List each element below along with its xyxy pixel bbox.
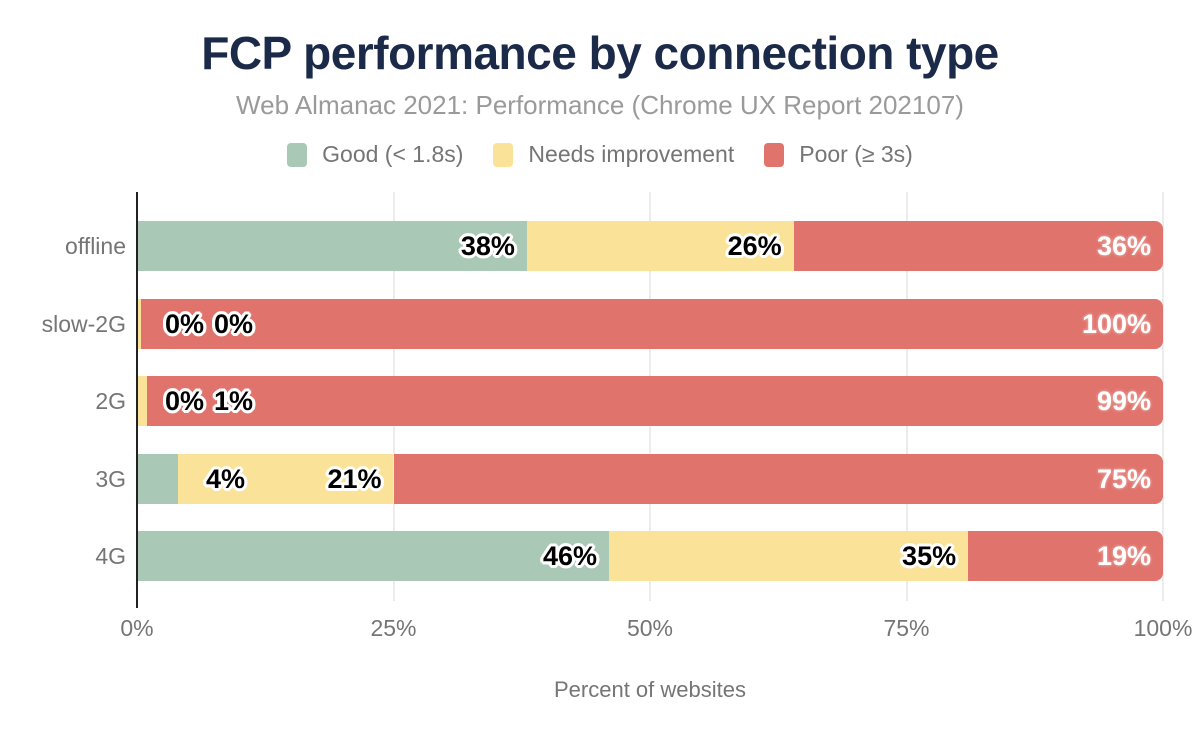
bar-value-label: 100%: [1082, 309, 1152, 339]
bar-value-label: 75%: [1097, 464, 1152, 494]
bar-row-2G: 0% 1% 99%: [137, 376, 1163, 426]
x-tick-label: 25%: [370, 615, 417, 641]
bar-row-slow-2G: 0% 0% 100%: [137, 299, 1163, 349]
x-tick-label: 50%: [626, 615, 674, 641]
good-swatch-icon: [287, 142, 308, 167]
category-label-2G: 2G: [95, 388, 126, 414]
bar-value-label: 0%: [214, 309, 254, 339]
bar-value-label: 99%: [1097, 386, 1152, 416]
category-label-3G: 3G: [95, 466, 126, 492]
category-label-4G: 4G: [95, 543, 126, 569]
bar-value-label: 0%: [165, 309, 205, 339]
chart-title: FCP performance by connection type: [201, 27, 999, 79]
bar-segment-good: [137, 531, 609, 581]
x-axis-title: Percent of websites: [554, 677, 746, 702]
category-label-slow-2G: slow-2G: [41, 311, 126, 337]
bar-row-offline: 38% 26% 36%: [137, 221, 1163, 271]
bar-value-label: 4%: [206, 464, 246, 494]
bar-segment-good: [137, 454, 179, 504]
legend-label: Needs improvement: [528, 141, 735, 167]
poor-swatch-icon: [764, 142, 785, 167]
bar-value-label: 19%: [1097, 541, 1152, 571]
bar-value-label: 21%: [327, 464, 382, 494]
bar-segment-needs-improvement: [137, 376, 148, 426]
bar-row-4G: 46% 35% 19%: [137, 531, 1163, 581]
category-label-offline: offline: [65, 233, 126, 259]
needs-improvement-swatch-icon: [493, 142, 514, 167]
bar-segment-poor: [793, 221, 1163, 271]
x-tick-label: 75%: [883, 615, 930, 641]
y-axis-line: [136, 192, 138, 608]
bar-segment-poor: [393, 454, 1163, 504]
bar-segment-needs-improvement: [608, 531, 969, 581]
bar-segment-needs-improvement: [137, 299, 142, 349]
bar-segment-poor: [141, 299, 1163, 349]
bar-value-label: 35%: [902, 541, 957, 571]
bar-segment-good: [137, 221, 527, 271]
bar-segment-poor: [147, 376, 1163, 426]
bar-segment-needs-improvement: [526, 221, 794, 271]
bar-value-label: 36%: [1097, 231, 1152, 261]
legend-item-poor: Poor (≥ 3s): [764, 141, 913, 168]
gridline: [1162, 192, 1164, 601]
legend-label: Poor (≥ 3s): [799, 141, 913, 167]
legend-label: Good (< 1.8s): [322, 141, 464, 167]
legend: Good (< 1.8s) Needs improvement Poor (≥ …: [0, 141, 1200, 168]
legend-item-needs-improvement: Needs improvement: [493, 141, 734, 168]
bar-value-label: 1%: [214, 386, 254, 416]
x-tick-label: 100%: [1133, 615, 1193, 641]
x-tick-label: 0%: [120, 615, 154, 641]
legend-item-good: Good (< 1.8s): [287, 141, 463, 168]
bar-value-label: 0%: [165, 386, 205, 416]
bar-value-label: 38%: [460, 231, 515, 261]
bar-segment-needs-improvement: [178, 454, 394, 504]
bar-value-label: 46%: [542, 541, 597, 571]
bar-segment-poor: [968, 531, 1163, 581]
bar-row-3G: 4% 21% 75%: [137, 454, 1163, 504]
bar-value-label: 26%: [727, 231, 782, 261]
chart-subtitle: Web Almanac 2021: Performance (Chrome UX…: [236, 90, 964, 120]
